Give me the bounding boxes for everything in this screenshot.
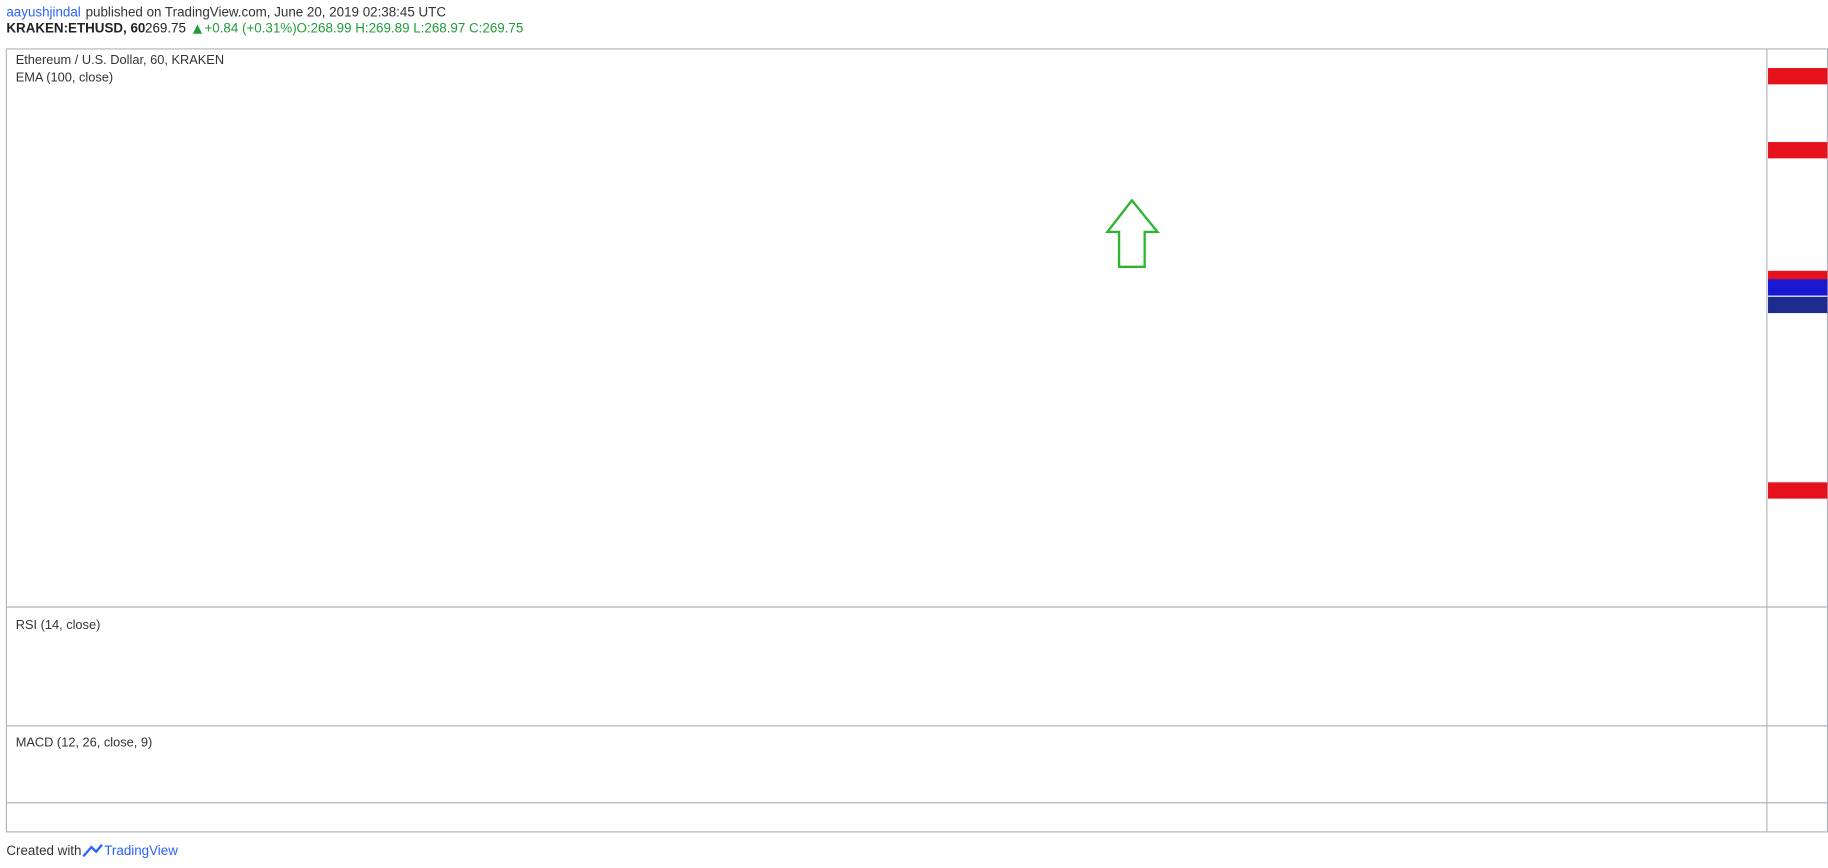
- symbol: KRAKEN:ETHUSD, 60: [6, 21, 145, 36]
- footer-created: Created with: [6, 843, 81, 858]
- up-arrow: [1105, 198, 1160, 268]
- level-tag: [1768, 68, 1828, 85]
- author[interactable]: aayushjindal: [6, 4, 80, 19]
- last-price-tag: [1768, 279, 1828, 296]
- brand-logo: [82, 843, 103, 858]
- level-tag: [1768, 482, 1828, 499]
- labels: aayushjindal published on TradingView.co…: [6, 4, 1828, 858]
- macd-title: MACD (12, 26, close, 9): [16, 735, 153, 750]
- rsi-title: RSI (14, close): [16, 617, 101, 632]
- change: +0.84 (+0.31%): [204, 21, 296, 36]
- ohlc: O:268.99 H:269.89 L:268.97 C:269.75: [296, 21, 523, 36]
- chart-border: [5, 48, 1828, 833]
- published: published on TradingView.com, June 20, 2…: [86, 4, 447, 19]
- level-tag: [1768, 142, 1828, 159]
- chart-title: Ethereum / U.S. Dollar, 60, KRAKEN: [16, 52, 224, 67]
- countdown-tag: [1768, 296, 1828, 314]
- price: 269.75: [145, 21, 186, 36]
- footer-brand[interactable]: TradingView: [104, 843, 178, 858]
- change-icon: [192, 24, 203, 34]
- ema-title: EMA (100, close): [16, 69, 113, 84]
- frame: [5, 48, 1828, 833]
